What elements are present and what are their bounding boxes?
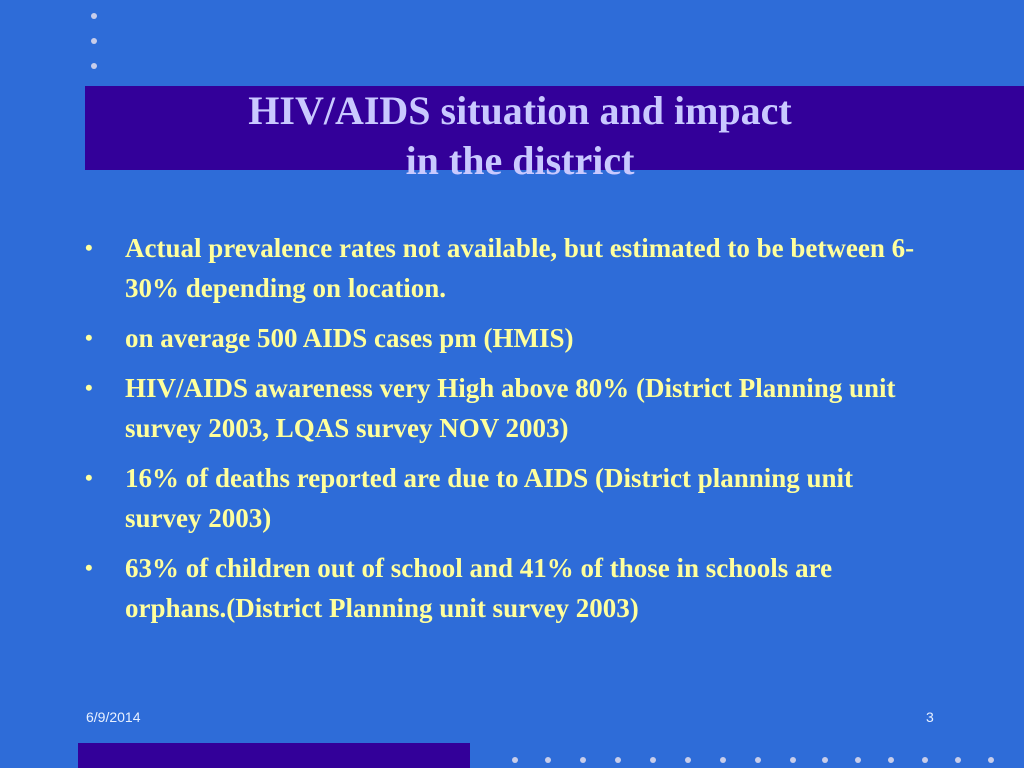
bullet-item: • HIV/AIDS awareness very High above 80%… bbox=[85, 368, 935, 448]
decor-dot bbox=[91, 63, 97, 69]
bullet-icon: • bbox=[85, 555, 93, 580]
bullet-icon: • bbox=[85, 465, 93, 490]
slide-title: HIV/AIDS situation and impact in the dis… bbox=[85, 86, 955, 186]
bullet-icon: • bbox=[85, 375, 93, 400]
decor-dot bbox=[91, 13, 97, 19]
decor-dot bbox=[545, 757, 551, 763]
title-line-1: HIV/AIDS situation and impact bbox=[248, 88, 792, 133]
bullet-icon: • bbox=[85, 325, 93, 350]
bullet-text: HIV/AIDS awareness very High above 80% (… bbox=[125, 373, 896, 443]
decor-dot bbox=[922, 757, 928, 763]
title-line-2: in the district bbox=[405, 138, 635, 183]
bullet-list: • Actual prevalence rates not available,… bbox=[85, 228, 935, 638]
bullet-item: • on average 500 AIDS cases pm (HMIS) bbox=[85, 318, 935, 358]
bullet-text: 16% of deaths reported are due to AIDS (… bbox=[125, 463, 854, 533]
decor-dot bbox=[615, 757, 621, 763]
footer-date: 6/9/2014 bbox=[86, 709, 141, 725]
decor-dot bbox=[988, 757, 994, 763]
bullet-item: • 16% of deaths reported are due to AIDS… bbox=[85, 458, 935, 538]
decor-dot bbox=[650, 757, 656, 763]
title-band bbox=[85, 86, 1024, 170]
decor-dot bbox=[955, 757, 961, 763]
decor-dot bbox=[512, 757, 518, 763]
bullet-item: • Actual prevalence rates not available,… bbox=[85, 228, 935, 308]
decor-dot bbox=[888, 757, 894, 763]
bullet-text: Actual prevalence rates not available, b… bbox=[125, 233, 915, 303]
bullet-item: • 63% of children out of school and 41% … bbox=[85, 548, 935, 628]
decor-dot bbox=[685, 757, 691, 763]
decor-dot bbox=[822, 757, 828, 763]
decor-dot bbox=[855, 757, 861, 763]
bottom-band bbox=[78, 743, 470, 768]
decor-dot bbox=[580, 757, 586, 763]
bullet-icon: • bbox=[85, 235, 93, 260]
decor-dot bbox=[790, 757, 796, 763]
bullet-text: on average 500 AIDS cases pm (HMIS) bbox=[125, 323, 574, 353]
decor-dot bbox=[720, 757, 726, 763]
decor-dot bbox=[755, 757, 761, 763]
decor-dot bbox=[91, 38, 97, 44]
footer-page-number: 3 bbox=[926, 709, 934, 725]
bullet-text: 63% of children out of school and 41% of… bbox=[125, 553, 833, 623]
